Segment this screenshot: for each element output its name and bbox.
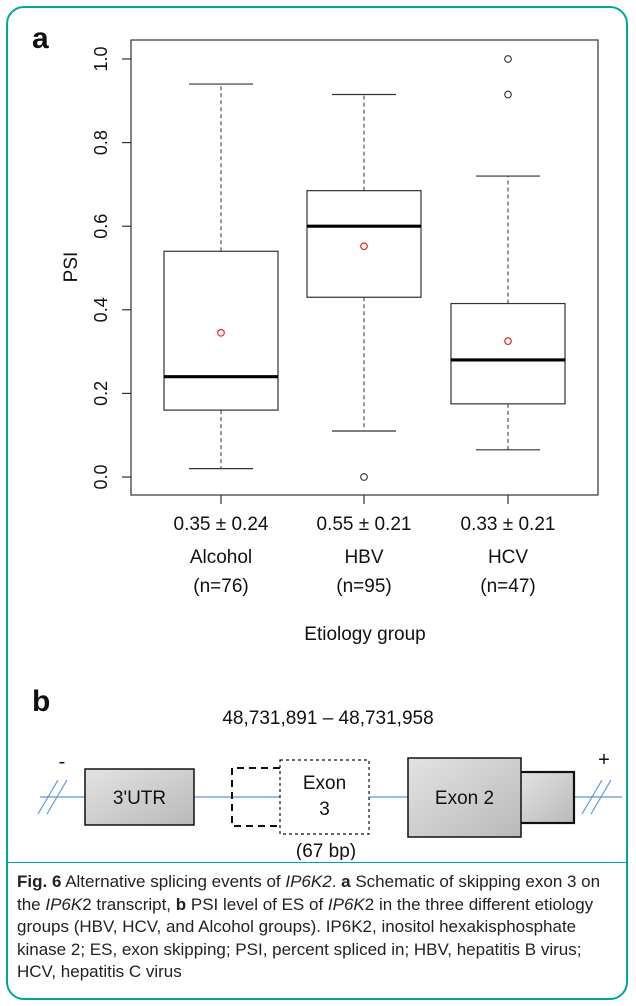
caption-text-2: . [331,872,342,891]
x-axis-labels: 0.35 ± 0.24 Alcohol (n=76) 0.55 ± 0.21 HBV (n… [174,495,556,597]
caption-text-3: Schematic of skipping exon 3 on the [17,872,601,914]
n-label: (n=76) [193,576,248,597]
transcript-schematic: - + 3'UTR Exon 3 Exon 2 (67 bp) [37,749,622,860]
utr-label: 3'UTR [113,788,166,809]
y-tick-label: 0.2 [91,381,111,406]
panel-a-label: a [32,22,49,55]
exon-size-label: (67 bp) [296,841,356,860]
minus-strand-label: - [59,751,66,773]
figure-caption: Fig. 6 Alternative splicing events of IP… [17,871,617,984]
break-mark-left [37,779,68,815]
n-label: (n=47) [480,576,535,597]
x-tick-label: HCV [488,547,528,568]
n-label: (n=95) [336,576,391,597]
box-series [163,55,566,481]
skipped-exon-dashed-bracket [231,767,280,827]
outlier-point [504,90,512,99]
mean-marker [504,337,512,346]
exon2-label: Exon 2 [435,788,494,809]
exon2-box [407,757,522,838]
stat-label: 0.33 ± 0.21 [461,514,556,535]
mean-marker [360,242,368,251]
exon3-box [279,759,370,835]
box-hcv [450,55,566,451]
iqr-box [163,250,279,411]
caption-panel-a-ref: a [341,872,351,891]
y-tick-label: 0.0 [91,464,111,489]
x-tick-label: HBV [344,547,383,568]
iqr-box [450,302,566,405]
caption-text-4: 2 transcript, [82,894,176,914]
x-tick-label: Alcohol [190,547,252,568]
caption-gene-b: IP6K [45,894,83,914]
y-tick-label: 0.6 [91,214,111,239]
outlier-point [504,55,512,63]
figure-frame [6,6,628,1000]
plus-strand-label: + [598,749,610,771]
caption-gene-c: IP6K [327,894,365,914]
exon3-label-line2: 3 [319,799,330,820]
y-tick-label: 0.8 [91,130,111,155]
exon3-label-line1: Exon [303,773,346,794]
break-mark-right [581,779,612,815]
exon2-small-box [517,770,576,825]
panel-b-label: b [32,685,50,718]
stat-label: 0.55 ± 0.21 [317,514,412,535]
box-alcohol [163,83,279,470]
genomic-coordinates: 48,731,891 – 48,731,958 [222,708,433,729]
iqr-box [306,190,422,298]
caption-text-5: PSI level of ES of [186,894,328,914]
box-hbv [306,93,422,481]
x-axis-title: Etiology group [304,624,425,645]
caption-text-6: 2 in the three different etiology groups… [17,894,594,982]
caption-text-1: Alternative splicing events of [61,872,286,891]
caption-gene: IP6K2 [285,872,332,891]
outlier-point [360,473,368,481]
boxplot-area: 0.0 0.2 0.4 0.6 0.8 1.0 0.35 ± 0.24 Alcohol (n=… [91,39,599,597]
mean-marker [217,328,225,337]
stat-label: 0.35 ± 0.24 [174,514,269,535]
y-tick-label: 1.0 [91,46,111,71]
caption-panel-b-ref: b [175,894,187,914]
y-axis: 0.0 0.2 0.4 0.6 0.8 1.0 [91,46,131,490]
utr-box [84,768,195,826]
caption-divider [8,862,626,863]
y-tick-label: 0.4 [91,297,111,322]
caption-fig-label: Fig. 6 [17,872,62,891]
figure-canvas: a 0.0 0.2 0.4 0.6 0.8 1.0 0.35 ± 0.24 Alcohol (… [32,22,622,860]
y-axis-title: PSI [61,252,82,283]
